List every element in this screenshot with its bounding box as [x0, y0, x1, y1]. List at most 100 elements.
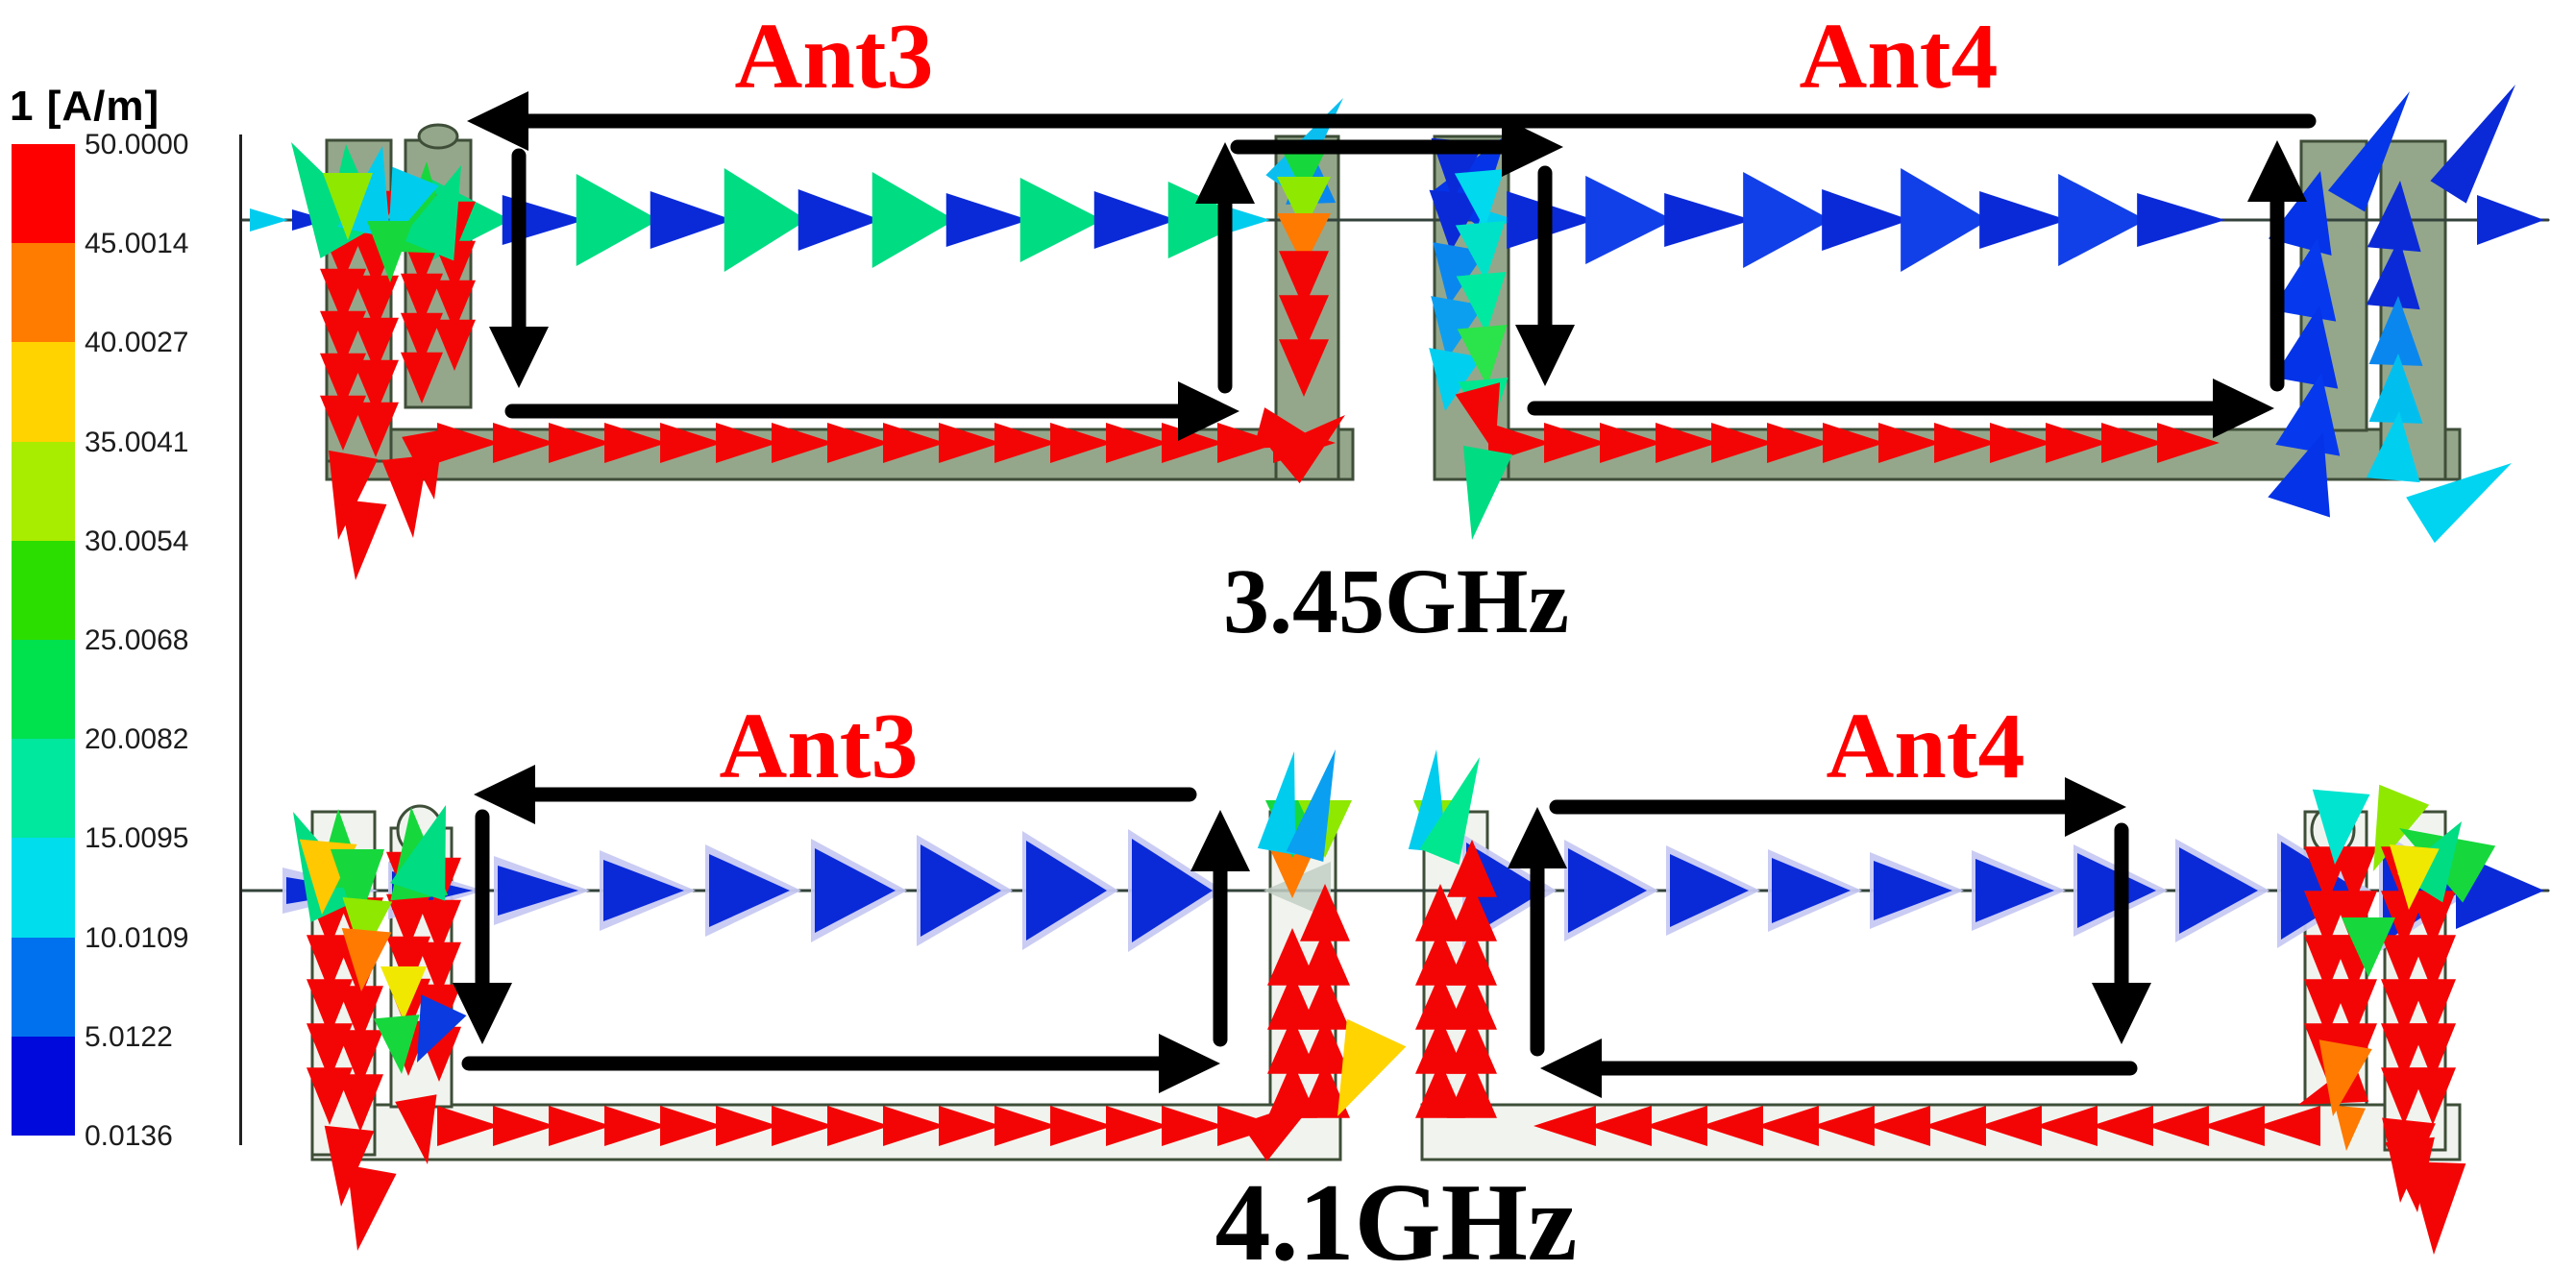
- ant3-feed-current: [417, 899, 461, 955]
- ant3-ground-current: [716, 1106, 778, 1146]
- ant4-open-current: [2381, 891, 2427, 948]
- ant4-open-current: [2381, 979, 2427, 1037]
- ant4-open-current: [2410, 891, 2456, 948]
- ant3-feed-current: [337, 1074, 383, 1132]
- ant3-feed-current: [320, 268, 366, 324]
- field-cone: [331, 849, 384, 928]
- field-cone: [2268, 432, 2330, 518]
- current-direction-arrowhead: [2092, 983, 2151, 1044]
- field-cone: [323, 173, 373, 240]
- ant4-ground-current: [1924, 1106, 1986, 1146]
- field-cone: [1455, 220, 1506, 281]
- line-current: [1772, 858, 1851, 923]
- legend-tick: 10.0109: [85, 921, 189, 954]
- ant3-feed-current: [417, 941, 461, 997]
- field-cone: [1457, 324, 1508, 386]
- line-current: [1975, 859, 2054, 922]
- field-cone: [341, 927, 392, 991]
- legend-colorbar: [12, 144, 75, 1137]
- ant4-ground-current: [1823, 423, 1885, 463]
- legend-color-band: [12, 937, 75, 1038]
- field-cone: [292, 209, 329, 231]
- line-current: [920, 844, 1001, 937]
- ant4-ground-current: [1533, 1106, 1596, 1146]
- ant3-ground-current: [604, 1106, 667, 1146]
- ant4-stub-current: [1415, 972, 1465, 1030]
- ant4-ground-current: [2258, 1106, 2320, 1146]
- ant4-ground-current: [2035, 1106, 2098, 1146]
- ghost-cone: [1263, 862, 1331, 919]
- field-cone: [1253, 407, 1326, 449]
- ant3-ground-current: [1162, 423, 1224, 463]
- ant3-line-current: [1093, 191, 1177, 249]
- ant3-ground-current: [1217, 423, 1280, 463]
- legend-color-band: [12, 243, 75, 343]
- ant3-ground-current: [1050, 423, 1113, 463]
- field-cone: [2477, 195, 2544, 245]
- legend-color-band: [12, 739, 75, 839]
- ant3-feed-current: [353, 359, 399, 415]
- field-cone: [1257, 751, 1296, 855]
- field-cone: [1429, 189, 1484, 252]
- field-cone: [1419, 757, 1480, 866]
- current-direction-arrowhead: [1508, 807, 1567, 868]
- ant3-line-current: [1019, 178, 1103, 262]
- ant4-stub-current: [1447, 884, 1497, 941]
- ant3-ground-current: [827, 423, 890, 463]
- field-cone: [2406, 463, 2512, 544]
- ant3-stub-current: [1267, 1061, 1317, 1118]
- ant4-line-current: [2137, 193, 2225, 247]
- ant3-feed-current: [320, 395, 366, 451]
- frequency-label-bottom: 4.1GHz: [1214, 1161, 1578, 1271]
- ant3-ground-current: [772, 1106, 834, 1146]
- ant4-open-current: [2410, 1023, 2456, 1081]
- field-cone: [400, 165, 461, 261]
- field-cone: [1455, 382, 1501, 453]
- ant3-stub-current: [1279, 339, 1329, 397]
- field-cone: [2368, 354, 2423, 424]
- current-direction-arrowhead: [1515, 325, 1575, 386]
- line-current: [1132, 839, 1213, 942]
- legend-color-band: [12, 640, 75, 740]
- ant4-ground-current: [1868, 1106, 1930, 1146]
- legend-tick: 20.0082: [85, 723, 189, 756]
- legend-tick: 25.0068: [85, 624, 189, 656]
- legend-color-band: [12, 540, 75, 641]
- ant3-ground-current: [1162, 1106, 1224, 1146]
- field-cone: [1454, 168, 1505, 229]
- legend-tick: 40.0027: [85, 327, 189, 359]
- legend-tick: 45.0014: [85, 228, 189, 260]
- line-current: [1874, 861, 1952, 920]
- ant3-feed-current: [401, 352, 443, 403]
- ant3-stub-current: [1267, 972, 1317, 1030]
- field-cone: [367, 221, 413, 282]
- ant4-ground-current: [1756, 1106, 1819, 1146]
- line-current: [498, 866, 578, 916]
- ant4-stub-current: [1447, 1061, 1497, 1118]
- ant3-stub-current: [1279, 251, 1329, 308]
- field-cone: [2318, 1039, 2372, 1116]
- ant4-ground-current: [1878, 423, 1941, 463]
- ant3-feed-current: [401, 312, 443, 364]
- ant4-line-current: [2058, 174, 2147, 266]
- ant3-stub-current: [1300, 928, 1350, 986]
- field-cone: [2366, 238, 2420, 310]
- ant3-stub-current: [1267, 928, 1317, 986]
- ant4-stub-current: [1447, 928, 1497, 986]
- ant4-line-current: [1901, 168, 1989, 272]
- ant4-ground-current: [1645, 1106, 1707, 1146]
- ant3-line-current: [576, 174, 659, 266]
- field-cone: [2385, 1137, 2435, 1212]
- line-current: [1568, 848, 1647, 933]
- ant3-stub-current: [1300, 1016, 1350, 1074]
- ant3-line-current: [797, 189, 881, 251]
- legend-tick: 30.0054: [85, 525, 189, 557]
- current-direction-arrowhead: [467, 91, 528, 151]
- ant4-label-bottom: Ant4: [1826, 695, 2025, 798]
- ant3-feed-current: [320, 353, 366, 408]
- current-direction-arrowhead: [1190, 810, 1250, 871]
- current-direction-arrowhead: [1502, 117, 1563, 177]
- field-cone: [2430, 85, 2515, 204]
- ant4-open-current: [2331, 979, 2377, 1037]
